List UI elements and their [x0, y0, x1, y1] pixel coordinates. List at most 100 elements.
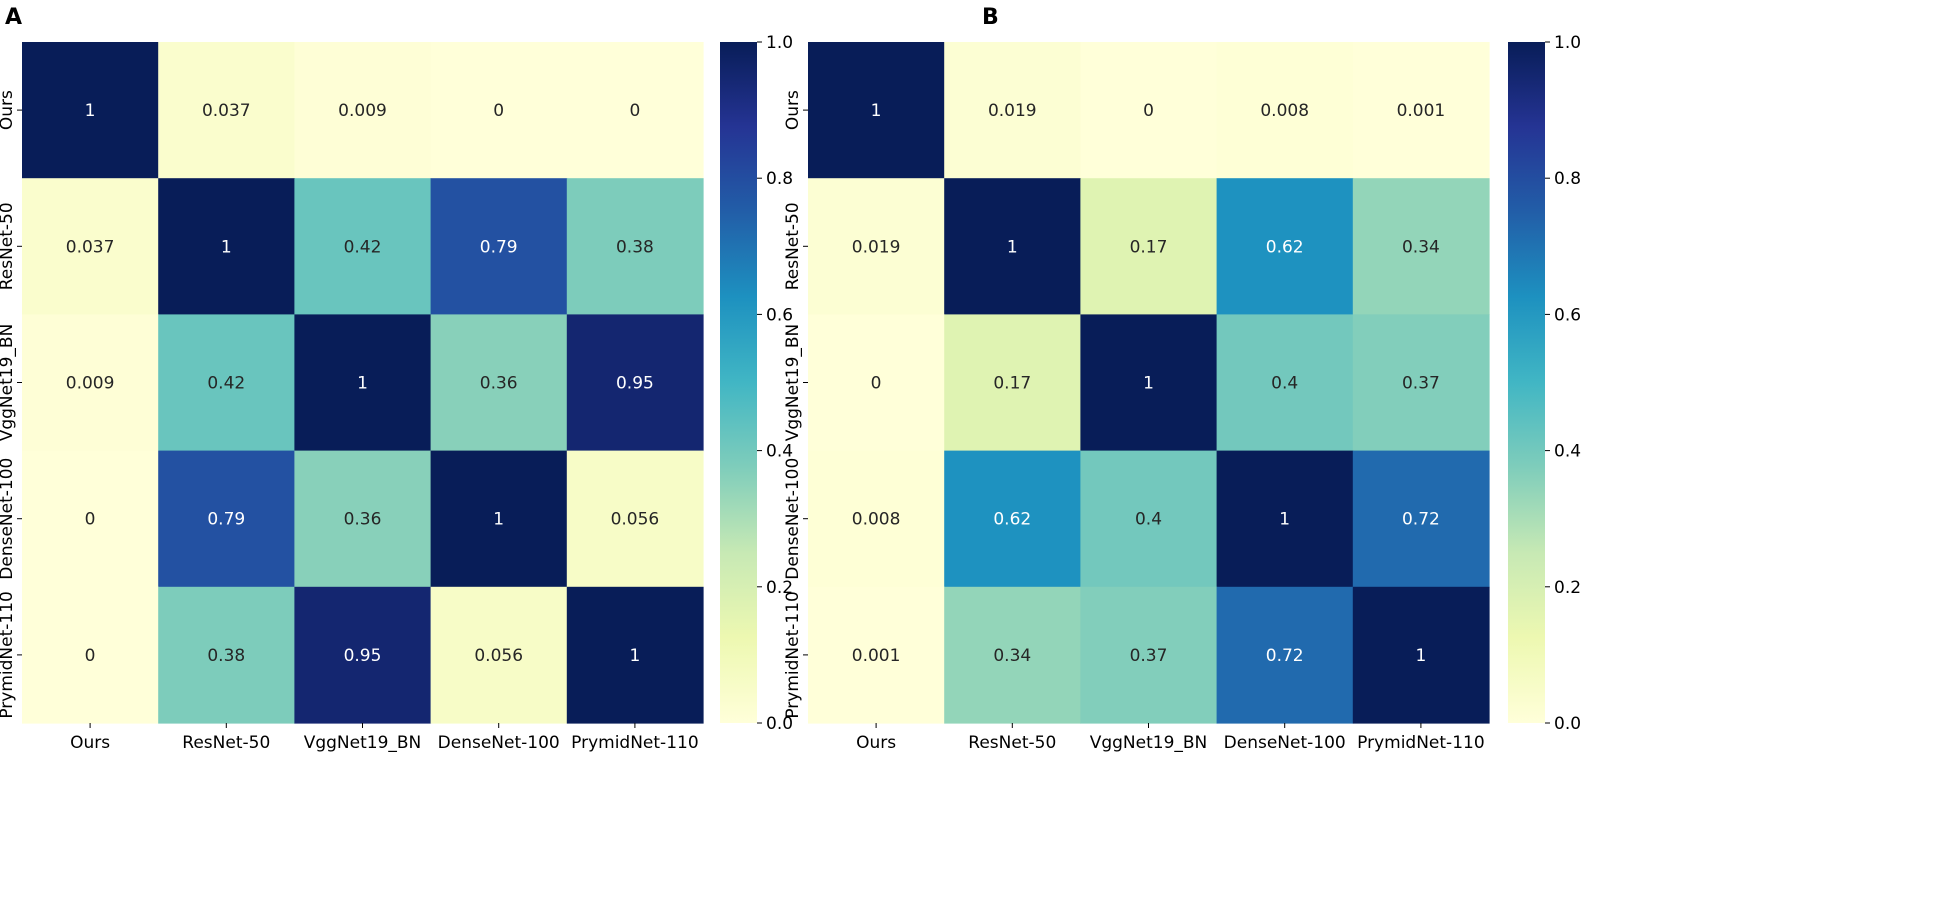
cell-value-label: 0: [85, 646, 96, 666]
cell-value-label: 1: [357, 374, 368, 394]
colorbar-tick-label: 0.2: [1554, 578, 1581, 598]
cell-value-label: 0.36: [480, 374, 518, 394]
heatmap-cell: [944, 314, 1081, 452]
colorbar-tick-label: 0.8: [1554, 169, 1581, 189]
heatmap-cell: [294, 314, 432, 452]
cell-value-label: 0.34: [1402, 237, 1440, 257]
cell-value-label: 0.36: [344, 510, 382, 530]
heatmap-cell: [294, 42, 432, 179]
heatmap-cell: [22, 450, 159, 588]
y-tick-label: ResNet-50: [783, 202, 803, 290]
colorbar-tick-label: 1.0: [766, 33, 793, 53]
cell-value-label: 0.019: [988, 101, 1037, 121]
colorbar: [720, 42, 757, 723]
cell-value-label: 0.009: [338, 101, 387, 121]
heatmap-cell: [808, 42, 945, 179]
cell-value-label: 0.037: [202, 101, 251, 121]
panel-label: B: [982, 5, 999, 30]
cell-value-label: 1: [1279, 510, 1290, 530]
cell-value-label: 0: [629, 101, 640, 121]
heatmap-cell: [1352, 586, 1490, 724]
colorbar-tick-label: 0.4: [1554, 442, 1581, 462]
heatmap-cell: [808, 178, 945, 315]
heatmap-cell: [22, 586, 159, 724]
colorbar-tick-label: 0.8: [766, 169, 793, 189]
heatmap-cell: [1216, 314, 1354, 452]
cell-value-label: 1: [221, 237, 232, 257]
cell-value-label: 0.17: [993, 374, 1031, 394]
y-tick-label: Ours: [0, 90, 17, 130]
heatmap-cell: [566, 450, 704, 588]
cell-value-label: 0.62: [993, 510, 1031, 530]
heatmap-cell: [808, 586, 945, 724]
heatmap-cell: [1080, 450, 1218, 588]
colorbar-tick-label: 0.2: [766, 578, 793, 598]
cell-value-label: 0.38: [616, 237, 654, 257]
cell-value-label: 0.001: [1397, 101, 1446, 121]
heatmap-cell: [158, 178, 295, 315]
heatmap-cell: [566, 314, 704, 452]
cell-value-label: 1: [629, 646, 640, 666]
heatmap-cell: [808, 314, 945, 452]
x-tick-label: VggNet19_BN: [1090, 733, 1208, 753]
heatmap-cell: [430, 450, 568, 588]
cell-value-label: 0.38: [207, 646, 245, 666]
cell-value-label: 0.019: [852, 237, 901, 257]
x-tick-label: Ours: [856, 733, 896, 753]
heatmap-cell: [158, 42, 295, 179]
heatmap-cell: [944, 586, 1081, 724]
heatmap-cell: [1216, 42, 1354, 179]
cell-value-label: 1: [1143, 374, 1154, 394]
cell-value-label: 0.008: [852, 510, 901, 530]
colorbar-tick-label: 0.6: [766, 305, 793, 325]
heatmap-cell: [158, 450, 295, 588]
heatmap-cell: [808, 450, 945, 588]
cell-value-label: 1: [493, 510, 504, 530]
cell-value-label: 0.72: [1266, 646, 1304, 666]
cell-value-label: 0.056: [611, 510, 660, 530]
y-tick-label: DenseNet-100: [0, 458, 17, 580]
heatmap-cell: [944, 178, 1081, 315]
cell-value-label: 1: [1007, 237, 1018, 257]
cell-value-label: 0.17: [1130, 237, 1168, 257]
heatmap-cell: [1352, 178, 1490, 315]
heatmap-cell: [158, 314, 295, 452]
y-tick-label: ResNet-50: [0, 202, 17, 290]
x-tick-label: PrymidNet-110: [1357, 733, 1485, 753]
heatmap-cell: [1080, 42, 1218, 179]
cell-value-label: 0.95: [344, 646, 382, 666]
heatmap-cell: [22, 314, 159, 452]
heatmap-cell: [1352, 314, 1490, 452]
y-tick-label: PrymidNet-110: [783, 591, 803, 719]
x-tick-label: ResNet-50: [182, 733, 270, 753]
heatmap-cell: [430, 314, 568, 452]
heatmap-cell: [294, 450, 432, 588]
x-tick-label: DenseNet-100: [438, 733, 560, 753]
cell-value-label: 0: [871, 374, 882, 394]
cell-value-label: 1: [1415, 646, 1426, 666]
cell-value-label: 0.72: [1402, 510, 1440, 530]
cell-value-label: 0.037: [66, 237, 115, 257]
heatmap-cell: [430, 178, 568, 315]
heatmap-cell: [1216, 178, 1354, 315]
heatmap-cell: [430, 586, 568, 724]
cell-value-label: 0.95: [616, 374, 654, 394]
heatmap-cell: [566, 178, 704, 315]
y-tick-label: VggNet19_BN: [0, 324, 17, 442]
cell-value-label: 0.79: [480, 237, 518, 257]
heatmap-cell: [566, 586, 704, 724]
panel-label: A: [5, 5, 22, 30]
heatmap-cell: [1216, 450, 1354, 588]
cell-value-label: 0.37: [1130, 646, 1168, 666]
y-tick-label: Ours: [783, 90, 803, 130]
cell-value-label: 0.009: [66, 374, 115, 394]
colorbar-tick-label: 0.0: [1554, 714, 1581, 734]
cell-value-label: 0.34: [993, 646, 1031, 666]
cell-value-label: 0.79: [207, 510, 245, 530]
colorbar-tick-label: 0.4: [766, 442, 793, 462]
heatmap-cell: [1080, 586, 1218, 724]
colorbar: [1508, 42, 1545, 723]
cell-value-label: 0.056: [474, 646, 523, 666]
cell-value-label: 0: [1143, 101, 1154, 121]
